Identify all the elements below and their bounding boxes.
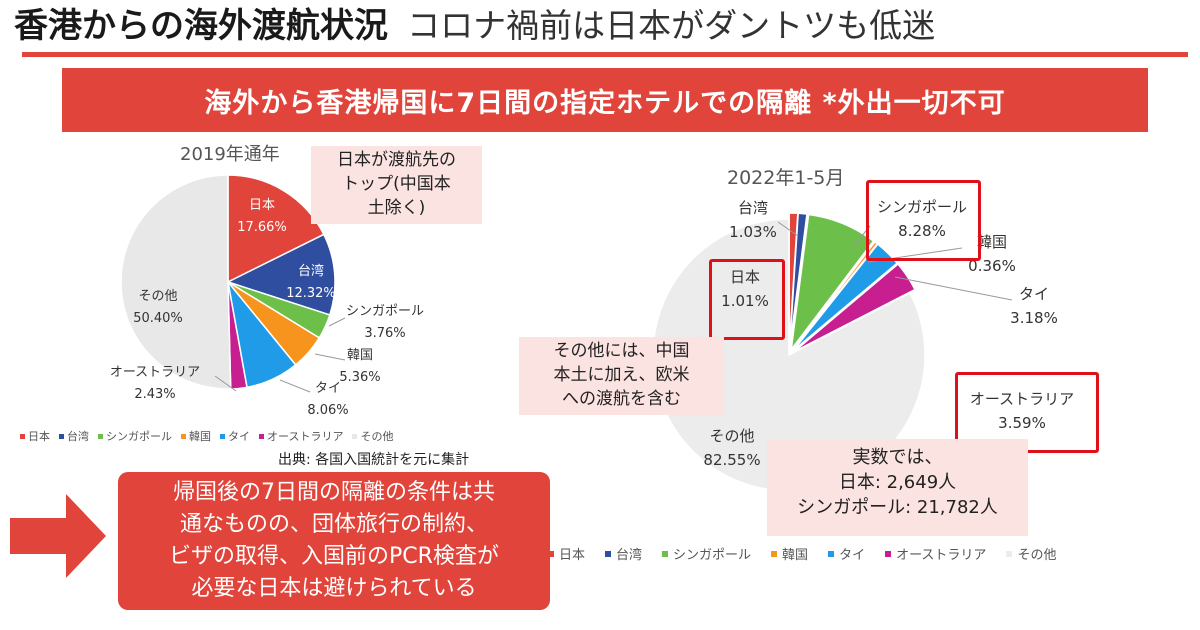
pie1-slice-0 bbox=[227, 174, 325, 284]
pie2-label-thailand: タイ 3.18% bbox=[1010, 285, 1058, 327]
pie2-slice-2 bbox=[790, 213, 875, 353]
pie2-legend-swatch bbox=[885, 550, 892, 557]
pie1-slice-6 bbox=[120, 174, 232, 390]
page-header: 香港からの海外渡航状況 コロナ禍前は日本がダントツも低迷 bbox=[14, 0, 935, 47]
pie2-label-australia: オーストラリア 3.59% bbox=[969, 390, 1075, 432]
pie1-legend-swatch bbox=[98, 433, 103, 439]
pie1-legend-swatch bbox=[352, 433, 358, 439]
conclusion-box: 帰国後の7日間の隔離の条件は共 通なものの、団体旅行の制約、 ビザの取得、入国前… bbox=[118, 472, 550, 610]
pie1-legend-label: シンガポール bbox=[106, 430, 172, 443]
pie2-legend-item: 韓国 bbox=[771, 544, 808, 563]
pie1-label-thailand: タイ 8.06% bbox=[307, 381, 349, 418]
pie1-label-singapore: シンガポール 3.76% bbox=[345, 304, 425, 341]
pie2-slice-1 bbox=[788, 212, 808, 350]
highlight-japan bbox=[709, 259, 785, 340]
pie2-legend-item: 日本 bbox=[548, 544, 585, 563]
header-divider bbox=[22, 52, 1188, 57]
pie1-slice-1 bbox=[226, 233, 336, 316]
pie1-legend-label: オーストラリア bbox=[267, 430, 344, 443]
pie1-legend-label: その他 bbox=[360, 430, 394, 443]
pie1-legend-label: タイ bbox=[228, 430, 250, 443]
pie2-legend-swatch bbox=[771, 550, 778, 557]
pie1-legend: 日本 台湾 シンガポール 韓国 タイ オーストラリア その他 bbox=[20, 428, 393, 444]
pie2-legend-item: その他 bbox=[1006, 544, 1056, 563]
pie2-legend-label: 台湾 bbox=[616, 548, 643, 563]
pie2-legend-label: 韓国 bbox=[782, 548, 809, 563]
pie2-slice-4 bbox=[792, 243, 899, 352]
callout-actual-count: 実数では、 日本: 2,649人 シンガポール: 21,782人 bbox=[767, 439, 1028, 536]
pie1-legend-label: 韓国 bbox=[189, 430, 211, 443]
pie2-legend-label: その他 bbox=[1017, 548, 1057, 563]
pie2-slice-5 bbox=[793, 263, 916, 353]
pie2-label-others: その他 82.55% bbox=[703, 427, 761, 469]
pie2-label-japan: 日本 1.01% bbox=[721, 268, 769, 310]
pie1-legend-swatch bbox=[220, 433, 225, 439]
pie1-legend-item: 韓国 bbox=[181, 428, 211, 444]
pie1-legend-label: 台湾 bbox=[67, 430, 89, 443]
pie1-legend-item: タイ bbox=[220, 428, 250, 444]
pie1-legend-item: シンガポール bbox=[98, 428, 172, 444]
pie2-legend-label: シンガポール bbox=[673, 548, 752, 563]
chart1-title: 2019年通年 bbox=[180, 144, 280, 165]
pie2-slice-6 bbox=[652, 218, 926, 492]
pie2-legend-swatch bbox=[548, 550, 554, 557]
pie2-label-singapore: シンガポール 8.28% bbox=[876, 198, 968, 240]
pie-2022 bbox=[652, 212, 926, 492]
pie2-legend-item: 台湾 bbox=[605, 544, 642, 563]
chart2-title: 2022年1-5月 bbox=[727, 167, 845, 189]
callout-others-note: その他には、中国 本土に加え、欧米 への渡航を含む bbox=[519, 337, 724, 415]
pie2-legend: 日本 台湾 シンガポール 韓国 タイ オーストラリア その他 bbox=[548, 544, 1056, 563]
pie1-legend-swatch bbox=[181, 433, 186, 439]
pie1-legend-label: 日本 bbox=[28, 430, 50, 443]
pie2-legend-item: シンガポール bbox=[662, 544, 751, 563]
pie2-legend-swatch bbox=[828, 550, 835, 557]
pie-2019 bbox=[120, 174, 336, 390]
pie1-legend-swatch bbox=[259, 433, 264, 439]
pie1-label-korea: 韓国 5.36% bbox=[339, 348, 381, 385]
pie1-legend-swatch bbox=[20, 433, 25, 439]
pie2-legend-item: オーストラリア bbox=[885, 544, 986, 563]
pie2-legend-swatch bbox=[662, 550, 669, 557]
pie1-label-taiwan: 台湾 12.32% bbox=[286, 264, 336, 301]
pie1-legend-item: その他 bbox=[352, 428, 393, 444]
pie2-legend-swatch bbox=[1006, 550, 1013, 557]
pie2-legend-label: タイ bbox=[839, 548, 866, 563]
right-arrow-icon bbox=[10, 494, 106, 578]
pie2-legend-label: オーストラリア bbox=[896, 548, 987, 563]
pie1-legend-item: オーストラリア bbox=[259, 428, 343, 444]
pie2-legend-label: 日本 bbox=[559, 548, 586, 563]
page-subtitle: コロナ禍前は日本がダントツも低迷 bbox=[407, 6, 936, 45]
source-note: 出典: 各国入国統計を元に集計 bbox=[278, 452, 470, 468]
callout-japan-top: 日本が渡航先の トップ(中国本 土除く) bbox=[311, 146, 482, 224]
highlight-singapore bbox=[866, 180, 981, 261]
pie1-label-japan: 日本 17.66% bbox=[237, 198, 287, 235]
quarantine-banner: 海外から香港帰国に7日間の指定ホテルでの隔離 *外出一切不可 bbox=[62, 68, 1148, 132]
pie1-legend-swatch bbox=[59, 433, 64, 439]
pie2-legend-item: タイ bbox=[828, 544, 865, 563]
pie1-label-australia: オーストラリア 2.43% bbox=[109, 365, 201, 402]
pie1-legend-item: 台湾 bbox=[59, 428, 89, 444]
pie1-legend-item: 日本 bbox=[20, 428, 50, 444]
page-title: 香港からの海外渡航状況 bbox=[14, 6, 388, 46]
pie2-label-korea: 韓国 0.36% bbox=[968, 233, 1016, 275]
pie1-label-others: その他 50.40% bbox=[133, 289, 183, 326]
pie2-legend-swatch bbox=[605, 550, 612, 557]
pie2-label-taiwan: 台湾 1.03% bbox=[729, 199, 777, 241]
